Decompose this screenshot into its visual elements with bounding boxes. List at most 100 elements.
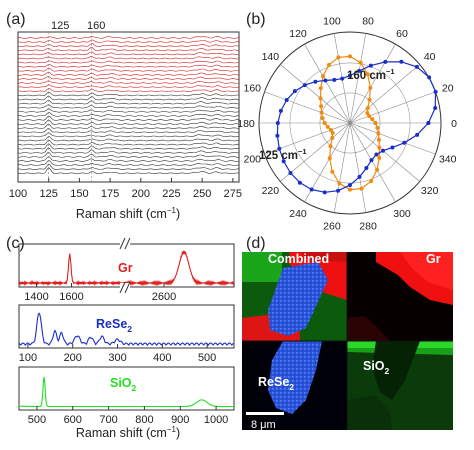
series-125-point [426, 121, 431, 125]
raman-trace [17, 160, 240, 166]
series-160-points [318, 54, 382, 192]
raman-trace [18, 99, 240, 105]
raman-trace [17, 147, 240, 154]
series-160-point [320, 116, 325, 121]
polar-spoke [349, 122, 420, 182]
series-160-point [336, 55, 341, 60]
panel-a-frame [17, 31, 240, 183]
gr-spectrum-line [18, 250, 235, 287]
sio2-spectrum-frame [18, 366, 235, 411]
raman-trace [17, 108, 240, 113]
panel-a-x-ticks: 100 125 150 175 200 225 250 275 [9, 178, 242, 200]
panel-a: (a) 125 160 100 125 150 175 200 225 250 275 Ram… [6, 11, 242, 221]
map-gr-label: Gr [426, 252, 441, 266]
raman-trace [17, 143, 240, 150]
polar-angle-label: 180 [237, 118, 255, 130]
series-125-point [348, 73, 352, 78]
series-125-point [390, 145, 395, 150]
raman-trace [17, 136, 240, 142]
series-160-point [375, 125, 380, 130]
x-tick-label: 1000 [204, 414, 228, 426]
raman-trace [17, 56, 240, 60]
panel-c: (c) Gr 1400 1600 2600 ReSe2 100 200 300 400 50… [6, 235, 235, 440]
series-125-point [357, 68, 362, 73]
raman-trace [17, 91, 240, 97]
series-125-point [292, 89, 297, 94]
series-125-point [309, 187, 314, 192]
panel-a-letter: (a) [6, 11, 26, 28]
series-160-point [365, 110, 370, 115]
series-160-point [321, 74, 326, 79]
series-160-point [330, 135, 335, 140]
series-125-point [402, 140, 407, 145]
x-tick-label: 200 [132, 188, 150, 200]
series-160-point [359, 186, 364, 191]
polar-spoke [333, 122, 351, 213]
raman-trace [17, 67, 240, 72]
raman-trace [17, 43, 240, 47]
series-160-point [348, 187, 352, 192]
rese2-spectrum-frame [18, 304, 235, 349]
polar-spoke [280, 64, 351, 124]
polar-angle-label: 160 [244, 82, 262, 94]
gr-spectrum-label: Gr [118, 261, 133, 275]
polar-angle-label: 280 [359, 220, 377, 232]
raman-trace [17, 71, 240, 76]
series-160-point [327, 156, 332, 161]
series-125-point [381, 148, 386, 153]
x-tick-label: 125 [40, 188, 58, 200]
polar-angle-label: 60 [396, 28, 408, 40]
series-160-point [365, 72, 370, 77]
raman-trace [17, 151, 239, 158]
polar-angle-label: 300 [393, 208, 411, 220]
series-160-point [319, 104, 324, 109]
x-tick-label: 300 [108, 352, 126, 364]
polar-spoke [264, 91, 351, 124]
series-160-point [319, 110, 324, 115]
raman-trace [17, 128, 240, 134]
series-160-point [368, 85, 373, 90]
series-160-point [328, 144, 333, 149]
panel-c-letter: (c) [6, 235, 25, 252]
raman-trace [17, 119, 240, 125]
series-160-point [377, 145, 382, 150]
series-125-point [277, 146, 282, 151]
series-125-point [302, 83, 307, 88]
series-160-point [373, 121, 378, 125]
series-160-point [330, 169, 335, 174]
raman-trace [17, 76, 239, 80]
rese2-x-ticks: 100 200 300 400 500 [19, 344, 216, 364]
x-tick-label: 600 [64, 414, 82, 426]
x-tick-label: 1400 [24, 291, 48, 303]
series-160-point [325, 124, 330, 129]
x-tick-label: 150 [70, 188, 88, 200]
raman-trace [17, 163, 239, 170]
polar-angle-labels: 0 20 40 60 80 100 120 140 160 180 200 220 240 260 280 3… [237, 16, 457, 233]
scale-bar-label: 8 μm [251, 419, 276, 431]
raman-trace [17, 46, 240, 52]
x-tick-label: 2600 [152, 291, 176, 303]
series-125-point [284, 97, 289, 102]
polar-angle-label: 80 [362, 16, 374, 28]
polar-angle-label: 100 [323, 16, 341, 28]
series-160-point [348, 54, 352, 59]
series-125-point [399, 59, 404, 64]
sio2-spectrum-line [19, 376, 234, 408]
raman-trace [17, 51, 240, 56]
gr-x-ticks: 1400 1600 2600 [24, 283, 176, 303]
polar-spoke [349, 33, 367, 124]
map-gr [347, 252, 453, 341]
series-125-point [323, 78, 328, 83]
series-125-point [364, 165, 369, 170]
series-160-point [322, 121, 327, 125]
series-160-point [318, 96, 323, 101]
series-160-point [365, 106, 370, 111]
raman-trace [17, 95, 240, 101]
panel-b: (b) 0 20 40 60 80 100 120 140 160 180 200 220 240 260… [237, 11, 457, 232]
x-tick-label: 200 [64, 352, 82, 364]
rese2-spectrum-label: ReSe2 [96, 317, 132, 334]
polar-angle-label: 260 [323, 220, 341, 232]
series-125-point [374, 152, 379, 157]
series-160-point [377, 155, 382, 160]
